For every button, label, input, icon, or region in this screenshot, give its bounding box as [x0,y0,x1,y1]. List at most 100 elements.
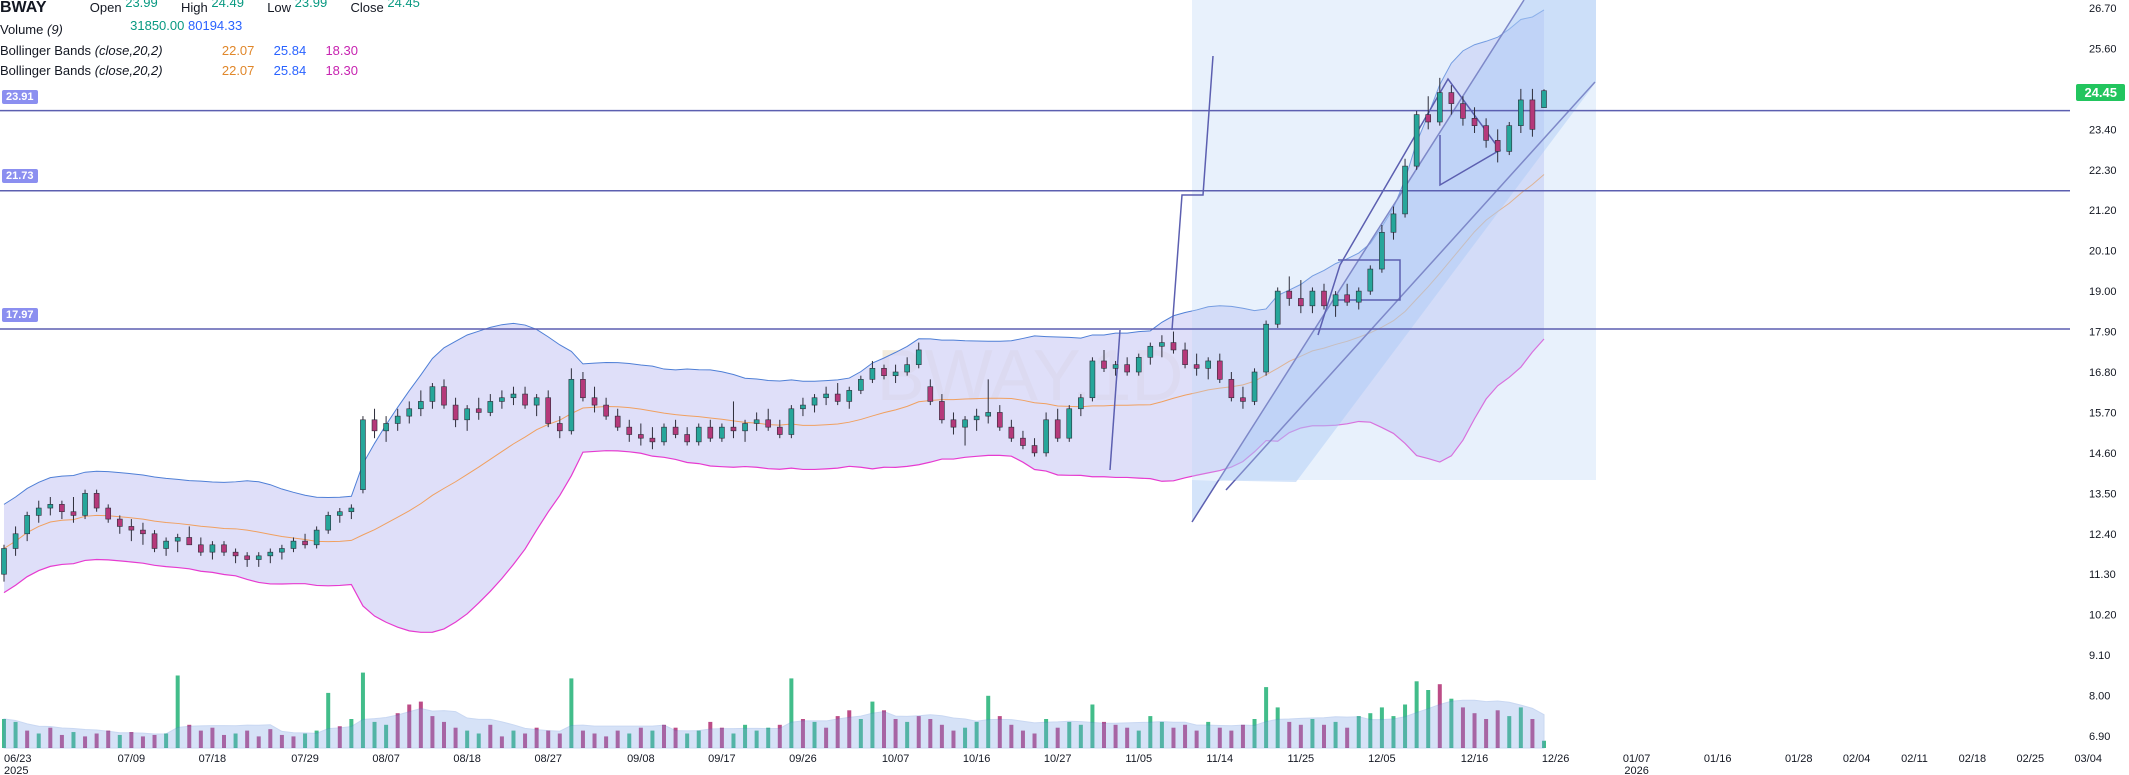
candle-body [1112,364,1119,369]
candle-body [846,390,853,402]
volume-bar [1136,730,1141,748]
volume-bar [71,732,76,748]
candle-body [290,540,297,549]
candle-body [221,544,227,553]
candle-body [499,397,505,402]
candle-body [336,511,343,516]
symbol-name[interactable]: BWAY [0,0,47,16]
x-tick-label: 02/25 [2017,753,2045,765]
pattern-lines [1317,77,1502,336]
x-tick-label: 06/23 [4,753,32,765]
volume-bar [476,733,481,748]
x-year-label: 2026 [1624,765,1648,775]
level-badge-17-97[interactable]: 17.97 [2,308,38,322]
candle-body [1309,290,1316,307]
candle-body [244,555,250,560]
volume-bar [708,721,713,748]
volume-bar [25,730,30,748]
x-tick-label: 01/07 [1623,753,1651,765]
bb2-params: (close,20,2) [94,63,163,78]
volume-label[interactable]: Volume [0,22,44,37]
volume-bar [337,726,342,748]
bb1-label[interactable]: Bollinger Bands [0,43,92,58]
volume-bar [430,716,435,748]
volume-bar [1379,707,1384,748]
candle-body [927,386,934,402]
volume-bar [580,730,585,748]
bb2-label[interactable]: Bollinger Bands [0,63,92,78]
candle-body [429,386,436,402]
volume-bar [1345,727,1350,748]
volume-bar [1032,733,1037,748]
volume-bar [1171,727,1176,748]
x-tick-label: 12/26 [1542,753,1570,765]
volume-bar [395,713,400,748]
volume-bar [1113,724,1118,748]
volume-bar [1356,716,1361,748]
volume-bar [1507,716,1512,748]
volume-bar [326,692,331,748]
candle-body [695,426,702,443]
volume-bar [2,719,6,748]
volume-bar [453,727,458,748]
candle-body [1298,298,1304,307]
candle-body [12,533,19,549]
candle-body [834,393,841,402]
candle-body [1332,294,1339,307]
volume-bar [1078,724,1083,748]
volume-bar [1333,721,1338,748]
candle-body [1101,360,1107,369]
volume-bar [83,736,88,748]
candle-body [487,401,494,413]
candle-body [742,423,748,432]
x-tick-label: 02/18 [1959,753,1987,765]
candle-body [1124,364,1130,373]
volume-bar [1287,721,1292,748]
volume-bar [187,724,192,748]
candle-body [1228,379,1235,399]
candle-body [684,434,690,443]
volume-bar [1229,730,1234,748]
candle-body [441,386,447,406]
candle-body [591,397,598,406]
y-tick-label: 21.20 [2089,205,2117,217]
y-tick-label: 14.60 [2089,448,2117,460]
candle-body [1367,268,1374,292]
volume-bar [1044,719,1049,748]
candle-body [1216,360,1223,380]
candle-body [1043,419,1049,454]
volume-bar [1495,710,1500,748]
volume-bar [685,733,690,748]
candle-body [904,364,910,373]
last-price-badge: 24.45 [2076,84,2125,101]
candle-body [24,515,30,535]
candle-body [1089,360,1096,399]
volume-ma-area [3,699,1545,749]
candle-body [1286,290,1293,299]
volume-bar [175,675,180,748]
volume-bar [117,734,122,748]
candle-body [151,533,158,549]
candle-body [1031,445,1038,454]
candle-body [1529,99,1536,130]
volume-bar [488,724,493,748]
y-tick-label: 23.40 [2089,124,2117,136]
candle-body [1193,364,1200,369]
y-tick-label: 26.70 [2089,3,2117,15]
candle-body [1066,408,1073,439]
candle-body [996,412,1003,428]
candle-body [1355,290,1362,303]
x-tick-label: 11/25 [1287,753,1314,765]
candle-body [394,415,401,424]
level-badge-23-91[interactable]: 23.91 [2,90,38,104]
level-badge-21-73[interactable]: 21.73 [2,169,38,183]
candle-body [962,419,968,428]
volume-bar [719,727,724,748]
candle-body [1008,426,1015,439]
candle-body [985,412,992,417]
volume-bar [418,701,423,748]
open-value: 23.99 [125,0,158,10]
bb1-lower-value: 18.30 [325,43,358,58]
candle-body [730,426,737,432]
